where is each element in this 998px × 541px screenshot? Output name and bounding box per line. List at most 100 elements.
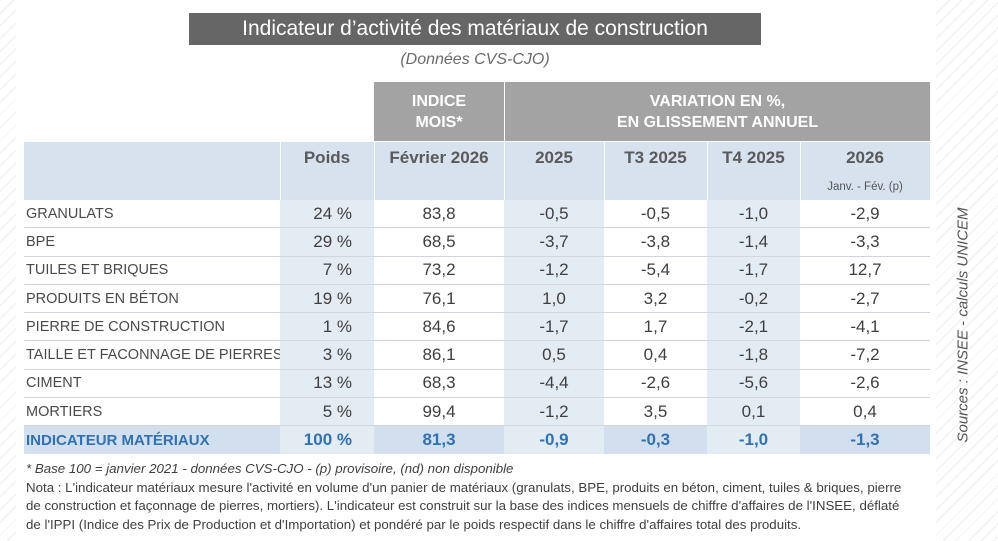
row-variation-2026: -7,2: [800, 340, 930, 370]
footnotes: * Base 100 = janvier 2021 - données CVS-…: [26, 460, 936, 534]
row-poids: 13 %: [280, 369, 374, 399]
background-pattern-right: [936, 0, 998, 541]
row-variation-2026: 12,7: [800, 256, 930, 285]
row-label: MORTIERS: [24, 397, 280, 427]
row-indice: 83,8: [374, 200, 504, 229]
row-poids: 100 %: [280, 425, 374, 454]
subheader-empty: [280, 174, 375, 200]
data-table: Poids Février 2026 2025 T3 2025 T4 2025 …: [24, 142, 931, 454]
footnote-nota-line1: Nota : L'indicateur matériaux mesure l'a…: [26, 479, 902, 495]
row-label: TUILES ET BRIQUES: [24, 256, 280, 285]
table-row: TUILES ET BRIQUES 7 % 73,2 -1,2 -5,4 -1,7 12,7: [24, 256, 930, 285]
table-row: BPE 29 % 68,5 -3,7 -3,8 -1,4 -3,3: [24, 227, 930, 257]
row-indice: 73,2: [374, 256, 504, 285]
row-indice: 84,6: [374, 312, 504, 342]
row-variation-t3-2025: -0,5: [604, 200, 707, 229]
row-variation-2026: -1,3: [800, 425, 930, 454]
subheader-empty: [374, 174, 505, 200]
header-variation: VARIATION EN %, EN GLISSEMENT ANNUEL: [505, 82, 930, 141]
row-variation-t3-2025: -5,4: [604, 256, 707, 285]
column-subheader-row: Janv. - Fév. (p): [24, 174, 931, 200]
sources-note: Sources : INSEE - calculs UNICEM: [943, 200, 983, 450]
footnote-nota-line3: de l'IPPI (Indice des Prix de Production…: [26, 516, 802, 532]
subheader-empty: [504, 174, 605, 200]
row-variation-2025: -1,7: [504, 312, 604, 342]
column-header-t4-2025: T4 2025: [707, 142, 801, 174]
subheader-2026-period: Janv. - Fév. (p): [800, 174, 931, 200]
subheader-empty: [707, 174, 801, 200]
table-row: PRODUITS EN BÉTON 19 % 76,1 1,0 3,2 -0,2 -2,7: [24, 284, 930, 314]
row-variation-t4-2025: -1,4: [707, 227, 800, 257]
row-label: BPE: [24, 227, 280, 257]
row-variation-t4-2025: -5,6: [707, 369, 800, 399]
subheader-empty: [24, 174, 281, 200]
row-variation-2026: -3,3: [800, 227, 930, 257]
row-variation-2025: 0,5: [504, 340, 604, 370]
row-poids: 3 %: [280, 340, 374, 370]
row-variation-2025: -3,7: [504, 227, 604, 257]
row-variation-t4-2025: 0,1: [707, 397, 800, 427]
row-variation-t3-2025: -3,8: [604, 227, 707, 257]
table-row: CIMENT 13 % 68,3 -4,4 -2,6 -5,6 -2,6: [24, 369, 930, 399]
row-indice: 68,5: [374, 227, 504, 257]
row-variation-t3-2025: 3,5: [604, 397, 707, 427]
row-indice: 99,4: [374, 397, 504, 427]
row-label: PRODUITS EN BÉTON: [24, 284, 280, 314]
row-indice: 86,1: [374, 340, 504, 370]
header-indice: INDICE MOIS*: [374, 82, 504, 141]
column-header-fevrier-2026: Février 2026: [374, 142, 505, 174]
row-variation-t4-2025: -1,0: [707, 425, 800, 454]
row-variation-t3-2025: 3,2: [604, 284, 707, 314]
row-variation-2026: -4,1: [800, 312, 930, 342]
row-variation-t3-2025: 0,4: [604, 340, 707, 370]
table-row: TAILLE ET FACONNAGE DE PIERRES 3 % 86,1 0,5…: [24, 340, 930, 370]
column-header-row: Poids Février 2026 2025 T3 2025 T4 2025 …: [24, 142, 931, 174]
header-variation-line1: VARIATION EN %,: [649, 92, 786, 110]
row-variation-t3-2025: 1,7: [604, 312, 707, 342]
row-indice: 76,1: [374, 284, 504, 314]
row-variation-t3-2025: -2,6: [604, 369, 707, 399]
table-row: PIERRE DE CONSTRUCTION 1 % 84,6 -1,7 1,7 -2,1…: [24, 312, 930, 342]
background-pattern-left: [0, 0, 16, 541]
column-header-t3-2025: T3 2025: [604, 142, 708, 174]
row-variation-2025: 1,0: [504, 284, 604, 314]
header-indice-line1: INDICE: [411, 92, 467, 110]
row-indice: 68,3: [374, 369, 504, 399]
column-header-label: [24, 142, 281, 174]
row-poids: 1 %: [280, 312, 374, 342]
row-label: GRANULATS: [24, 200, 280, 229]
row-label: PIERRE DE CONSTRUCTION: [24, 312, 280, 342]
footnote-nota-line2: de construction et façonnage de pierres,…: [26, 498, 900, 513]
row-variation-2025: -1,2: [504, 397, 604, 427]
row-variation-2025: -0,9: [504, 425, 604, 454]
row-poids: 7 %: [280, 256, 374, 285]
header-variation-line2: EN GLISSEMENT ANNUEL: [616, 113, 819, 131]
header-indice-line2: MOIS*: [415, 113, 463, 131]
row-variation-2025: -0,5: [504, 200, 604, 229]
row-variation-t4-2025: -1,0: [707, 200, 800, 229]
column-header-2026: 2026: [800, 142, 931, 174]
row-variation-2026: 0,4: [800, 397, 930, 427]
row-poids: 19 %: [280, 284, 374, 314]
sources-text: Sources : INSEE - calculs UNICEM: [954, 207, 972, 443]
table-title: Indicateur d’activité des matériaux de c…: [189, 13, 761, 45]
row-poids: 5 %: [280, 397, 374, 427]
row-label: TAILLE ET FACONNAGE DE PIERRES: [24, 340, 280, 370]
row-indice: 81,3: [374, 425, 504, 454]
row-poids: 29 %: [280, 227, 374, 257]
column-header-poids: Poids: [280, 142, 375, 174]
row-variation-t3-2025: -0,3: [604, 425, 707, 454]
footnote-base: * Base 100 = janvier 2021 - données CVS-…: [26, 461, 514, 476]
row-variation-t4-2025: -2,1: [707, 312, 800, 342]
row-variation-t4-2025: -1,8: [707, 340, 800, 370]
table-row: GRANULATS 24 % 83,8 -0,5 -0,5 -1,0 -2,9: [24, 200, 930, 229]
row-variation-2026: -2,9: [800, 200, 930, 229]
row-label: INDICATEUR MATÉRIAUX: [24, 425, 280, 454]
row-variation-2025: -1,2: [504, 256, 604, 285]
column-header-2025: 2025: [504, 142, 605, 174]
row-variation-2026: -2,6: [800, 369, 930, 399]
row-variation-t4-2025: -1,7: [707, 256, 800, 285]
table-subtitle: (Données CVS-CJO): [300, 51, 650, 75]
row-variation-2025: -4,4: [504, 369, 604, 399]
row-variation-2026: -2,7: [800, 284, 930, 314]
